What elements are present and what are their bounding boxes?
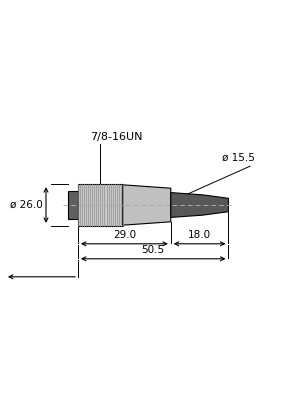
Text: 18.0: 18.0 (188, 230, 211, 240)
Text: ø 15.5: ø 15.5 (222, 152, 255, 162)
Text: 29.0: 29.0 (113, 230, 136, 240)
Bar (78, 184, 123, 226)
Text: ø 26.0: ø 26.0 (10, 200, 43, 210)
Polygon shape (123, 185, 171, 225)
Polygon shape (171, 192, 228, 218)
Bar (68, 190, 78, 219)
Text: 50.5: 50.5 (142, 245, 165, 255)
Text: 7/8-16UN: 7/8-16UN (90, 132, 143, 142)
